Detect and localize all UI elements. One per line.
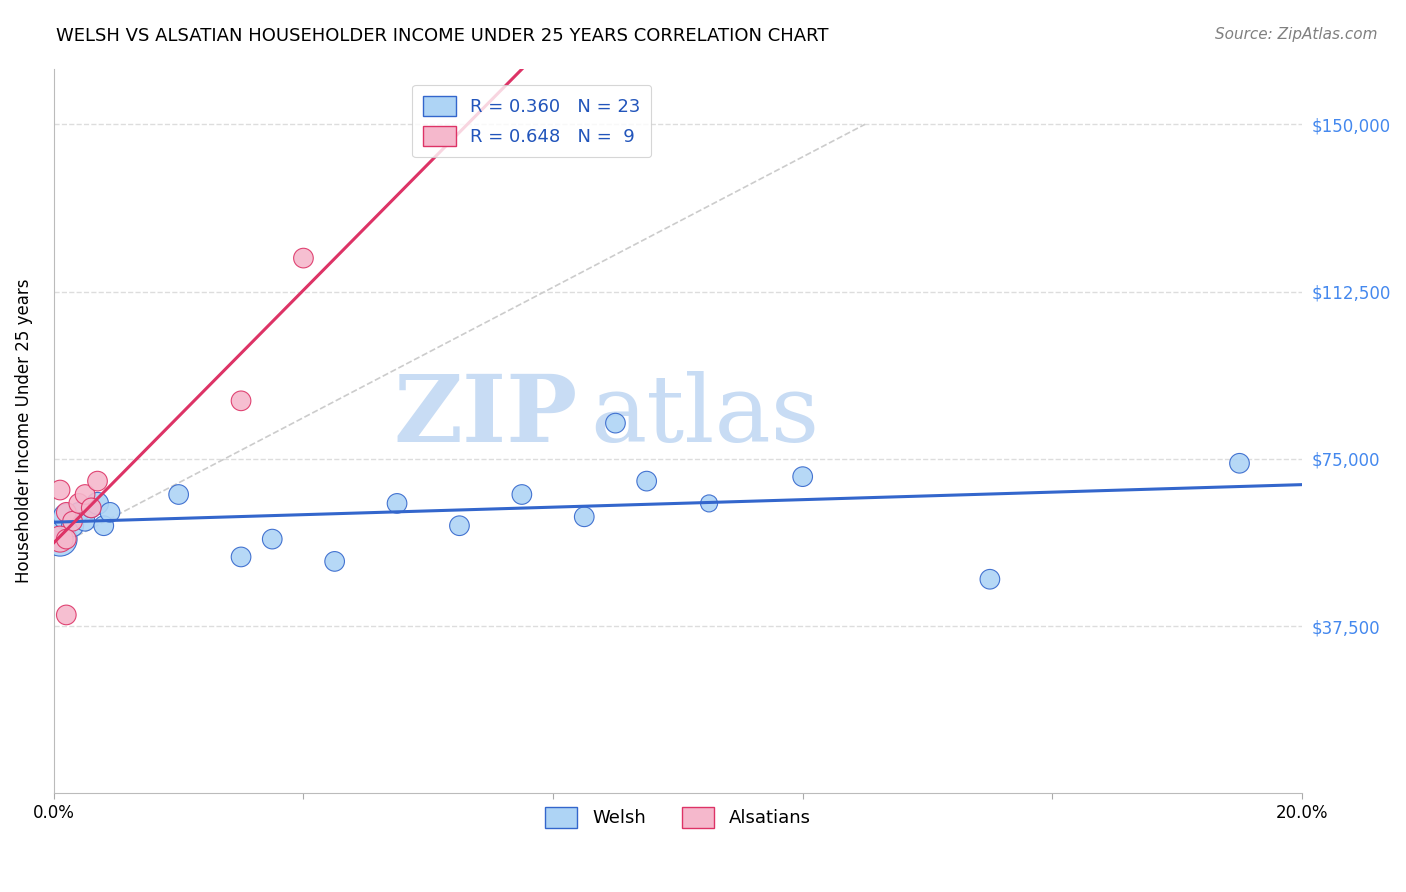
Point — [55, 532, 77, 546]
Point — [55, 607, 77, 622]
Point — [574, 509, 596, 524]
Text: WELSH VS ALSATIAN HOUSEHOLDER INCOME UNDER 25 YEARS CORRELATION CHART: WELSH VS ALSATIAN HOUSEHOLDER INCOME UND… — [56, 27, 828, 45]
Point — [67, 505, 90, 519]
Point — [697, 496, 720, 510]
Point — [1229, 456, 1251, 470]
Point — [55, 509, 77, 524]
Point — [636, 474, 658, 488]
Point — [62, 518, 84, 533]
Point — [67, 496, 90, 510]
Point — [229, 393, 252, 408]
Point — [292, 251, 315, 265]
Point — [49, 532, 72, 546]
Point — [86, 474, 108, 488]
Point — [49, 532, 72, 546]
Point — [62, 514, 84, 528]
Text: atlas: atlas — [591, 371, 820, 461]
Point — [49, 483, 72, 497]
Text: ZIP: ZIP — [394, 371, 578, 461]
Point — [80, 500, 103, 515]
Point — [80, 500, 103, 515]
Point — [510, 487, 533, 501]
Point — [73, 487, 96, 501]
Text: Source: ZipAtlas.com: Source: ZipAtlas.com — [1215, 27, 1378, 42]
Point — [167, 487, 190, 501]
Y-axis label: Householder Income Under 25 years: Householder Income Under 25 years — [15, 278, 32, 583]
Point — [55, 505, 77, 519]
Point — [73, 514, 96, 528]
Point — [979, 572, 1001, 586]
Point — [323, 554, 346, 568]
Point — [229, 549, 252, 564]
Point — [98, 505, 121, 519]
Point — [792, 469, 814, 483]
Legend: Welsh, Alsatians: Welsh, Alsatians — [537, 800, 818, 835]
Point — [385, 496, 408, 510]
Point — [93, 518, 115, 533]
Point — [86, 496, 108, 510]
Point — [262, 532, 284, 546]
Point — [605, 416, 627, 430]
Point — [449, 518, 471, 533]
